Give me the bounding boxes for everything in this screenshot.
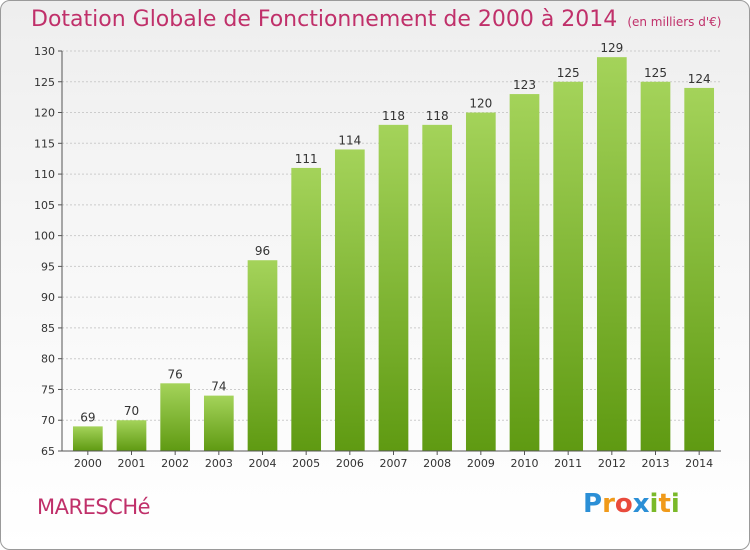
chart-title-text: Dotation Globale de Fonctionnement de 20… — [31, 7, 618, 32]
x-tick-label: 2003 — [205, 457, 233, 470]
x-tick-label: 2012 — [598, 457, 626, 470]
logo-letter: P — [583, 489, 603, 519]
bar-2000 — [72, 426, 103, 451]
bar-2004 — [247, 260, 278, 451]
data-label: 125 — [644, 66, 667, 80]
labels: 65 70 75 80 85 90 95 100 105 110 115 120 125 130 69 200… — [34, 41, 713, 470]
chart-title: Dotation Globale de Fonctionnement de 20… — [31, 7, 721, 32]
axes — [58, 50, 721, 455]
y-tick-label: 90 — [41, 291, 55, 304]
x-tick-label: 2007 — [380, 457, 408, 470]
bar-2011 — [553, 81, 584, 452]
y-tick-label: 125 — [34, 76, 55, 89]
bar-2013 — [640, 81, 671, 452]
logo-letter: x — [632, 489, 650, 519]
x-tick-label: 2008 — [423, 457, 451, 470]
bar-2003 — [203, 395, 234, 451]
x-tick-label: 2011 — [554, 457, 582, 470]
y-tick-label: 80 — [41, 353, 55, 366]
bar-2010 — [509, 94, 540, 452]
y-tick-label: 110 — [34, 168, 55, 181]
x-tick-label: 2001 — [118, 457, 146, 470]
logo-letter: i — [649, 489, 659, 519]
data-label: 125 — [557, 66, 580, 80]
bar-2005 — [291, 167, 322, 451]
y-tick-label: 105 — [34, 199, 55, 212]
proxiti-logo: Proxiti — [583, 489, 680, 519]
y-tick-label: 70 — [41, 414, 55, 427]
bar-2012 — [596, 57, 627, 452]
bar-2007 — [378, 124, 409, 451]
data-label: 118 — [426, 109, 449, 123]
x-tick-label: 2000 — [74, 457, 102, 470]
commune-name: MARESCHé — [37, 495, 151, 519]
y-tick-label: 100 — [34, 230, 55, 243]
data-label: 124 — [688, 72, 711, 86]
x-tick-label: 2002 — [161, 457, 189, 470]
data-label: 129 — [600, 41, 623, 55]
bar-2014 — [684, 87, 715, 451]
y-tick-label: 130 — [34, 45, 55, 58]
data-label: 96 — [255, 244, 270, 258]
x-tick-label: 2014 — [685, 457, 713, 470]
bar-2008 — [422, 124, 453, 451]
data-label: 74 — [211, 380, 226, 394]
bar-2001 — [116, 420, 147, 451]
x-tick-label: 2009 — [467, 457, 495, 470]
y-tick-label: 85 — [41, 322, 55, 335]
logo-letter: o — [614, 489, 633, 519]
x-tick-label: 2006 — [336, 457, 364, 470]
data-label: 120 — [469, 97, 492, 111]
y-tick-label: 115 — [34, 137, 55, 150]
bars — [72, 57, 715, 452]
bar-2009 — [465, 112, 496, 452]
x-tick-label: 2005 — [292, 457, 320, 470]
x-tick-label: 2013 — [642, 457, 670, 470]
data-label: 111 — [295, 152, 318, 166]
x-tick-label: 2010 — [511, 457, 539, 470]
bar-2006 — [334, 149, 365, 451]
chart-subtitle: (en milliers d'€) — [627, 15, 722, 29]
data-label: 114 — [338, 133, 361, 147]
y-tick-label: 65 — [41, 445, 55, 458]
data-label: 76 — [168, 367, 183, 381]
logo-letter: i — [670, 489, 680, 519]
data-label: 69 — [80, 410, 95, 424]
x-tick-label: 2004 — [249, 457, 277, 470]
data-label: 70 — [124, 404, 139, 418]
bar-2002 — [160, 383, 191, 451]
y-tick-label: 75 — [41, 383, 55, 396]
logo-letter: r — [602, 489, 615, 519]
data-label: 123 — [513, 78, 536, 92]
y-tick-label: 120 — [34, 107, 55, 120]
logo-letter: t — [658, 489, 671, 519]
data-label: 118 — [382, 109, 405, 123]
y-tick-label: 95 — [41, 260, 55, 273]
